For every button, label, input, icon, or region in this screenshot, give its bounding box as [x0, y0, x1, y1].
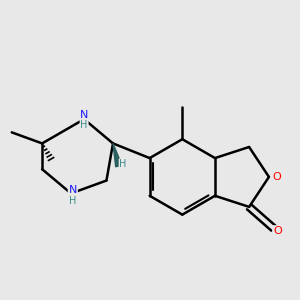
- Text: O: O: [273, 226, 282, 236]
- Text: N: N: [69, 185, 77, 195]
- Text: O: O: [272, 172, 281, 182]
- Polygon shape: [113, 143, 122, 167]
- Text: H: H: [119, 159, 127, 169]
- Text: H: H: [69, 196, 76, 206]
- Text: N: N: [80, 110, 88, 119]
- Text: H: H: [80, 120, 88, 130]
